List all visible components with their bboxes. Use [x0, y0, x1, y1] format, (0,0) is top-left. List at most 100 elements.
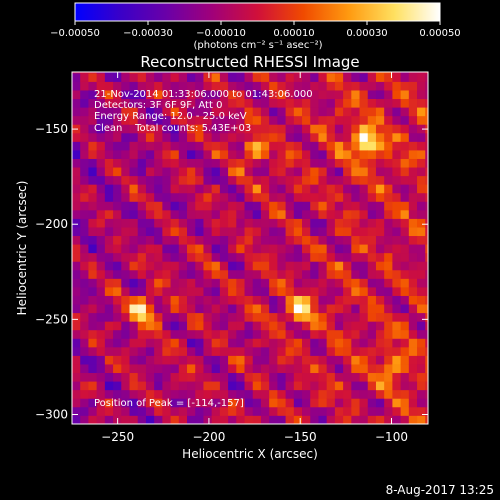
heatmap-cell — [310, 150, 319, 159]
heatmap-cell — [129, 389, 139, 399]
heatmap-cell — [88, 141, 98, 151]
heatmap-cell — [129, 304, 139, 314]
heatmap-cell — [88, 261, 98, 271]
heatmap-cell — [244, 321, 254, 331]
heatmap-cell — [219, 244, 229, 254]
heatmap-cell — [80, 261, 89, 271]
heatmap-cell — [375, 115, 385, 125]
heatmap-cell — [236, 295, 245, 305]
heatmap-cell — [129, 329, 139, 339]
heatmap-cell — [195, 398, 204, 408]
heatmap-cell — [187, 364, 196, 374]
heatmap-cell — [326, 312, 336, 322]
heatmap-cell — [269, 389, 278, 399]
heatmap-cell — [375, 269, 385, 279]
heatmap-cell — [236, 287, 245, 296]
heatmap-cell — [318, 372, 328, 382]
heatmap-cell — [219, 321, 229, 331]
heatmap-cell — [392, 346, 402, 356]
heatmap-cell — [80, 167, 89, 177]
heatmap-cell — [211, 72, 221, 82]
heatmap-cell — [326, 398, 336, 408]
heatmap-cell — [104, 132, 114, 142]
heatmap-cell — [425, 81, 428, 91]
heatmap-cell — [375, 167, 385, 177]
heatmap-cell — [318, 338, 328, 348]
heatmap-cell — [400, 346, 410, 356]
heatmap-cell — [326, 167, 336, 177]
heatmap — [72, 72, 428, 424]
heatmap-cell — [121, 124, 130, 134]
heatmap-cell — [400, 218, 410, 228]
heatmap-cell — [375, 209, 385, 219]
heatmap-cell — [154, 184, 163, 194]
heatmap-cell — [211, 132, 221, 142]
heatmap-cell — [351, 209, 360, 219]
heatmap-cell — [96, 398, 106, 408]
heatmap-cell — [80, 287, 89, 296]
heatmap-cell — [219, 124, 229, 134]
heatmap-cell — [302, 209, 311, 219]
heatmap-cell — [80, 81, 89, 91]
heatmap-cell — [219, 227, 229, 237]
heatmap-cell — [113, 312, 122, 322]
heatmap-cell — [170, 90, 180, 100]
heatmap-cell — [104, 90, 114, 100]
heatmap-cell — [178, 329, 188, 339]
heatmap-cell — [343, 269, 352, 279]
heatmap-cell — [129, 269, 139, 279]
heatmap-cell — [375, 235, 385, 245]
heatmap-cell — [137, 209, 147, 219]
heatmap-cell — [318, 261, 328, 271]
heatmap-cell — [293, 90, 303, 100]
heatmap-cell — [187, 278, 196, 288]
heatmap-cell — [310, 107, 319, 117]
heatmap-cell — [170, 346, 180, 356]
heatmap-cell — [170, 227, 180, 237]
heatmap-cell — [195, 218, 204, 228]
heatmap-cell — [334, 158, 344, 168]
heatmap-cell — [375, 287, 385, 296]
heatmap-cell — [269, 406, 278, 416]
heatmap-cell — [162, 72, 171, 82]
heatmap-cell — [293, 406, 303, 416]
heatmap-cell — [408, 261, 418, 271]
heatmap-cell — [400, 201, 410, 211]
heatmap-cell — [228, 158, 237, 168]
heatmap-cell — [359, 338, 369, 348]
heatmap-cell — [277, 72, 286, 82]
colorbar-tick-label: −0.00030 — [123, 28, 173, 39]
heatmap-cell — [72, 329, 81, 339]
heatmap-cell — [236, 406, 245, 416]
heatmap-cell — [195, 81, 204, 91]
heatmap-cell — [88, 235, 98, 245]
heatmap-cell — [244, 167, 254, 177]
heatmap-cell — [351, 115, 360, 125]
heatmap-cell — [260, 346, 270, 356]
heatmap-cell — [236, 201, 245, 211]
heatmap-cell — [80, 158, 89, 168]
heatmap-cell — [154, 235, 163, 245]
heatmap-cell — [203, 252, 213, 262]
heatmap-cell — [367, 184, 377, 194]
heatmap-cell — [277, 218, 286, 228]
heatmap-cell — [72, 406, 81, 416]
heatmap-cell — [318, 150, 328, 159]
heatmap-cell — [187, 192, 196, 202]
heatmap-cell — [359, 184, 369, 194]
heatmap-cell — [285, 389, 295, 399]
heatmap-cell — [318, 107, 328, 117]
heatmap-cell — [72, 355, 81, 365]
heatmap-cell — [104, 415, 114, 424]
heatmap-cell — [178, 415, 188, 424]
heatmap-cell — [178, 261, 188, 271]
heatmap-cell — [72, 372, 81, 382]
heatmap-cell — [104, 167, 114, 177]
heatmap-cell — [113, 252, 122, 262]
heatmap-cell — [302, 252, 311, 262]
heatmap-cell — [351, 227, 360, 237]
heatmap-cell — [359, 218, 369, 228]
heatmap-cell — [310, 338, 319, 348]
heatmap-cell — [400, 364, 410, 374]
heatmap-cell — [219, 312, 229, 322]
